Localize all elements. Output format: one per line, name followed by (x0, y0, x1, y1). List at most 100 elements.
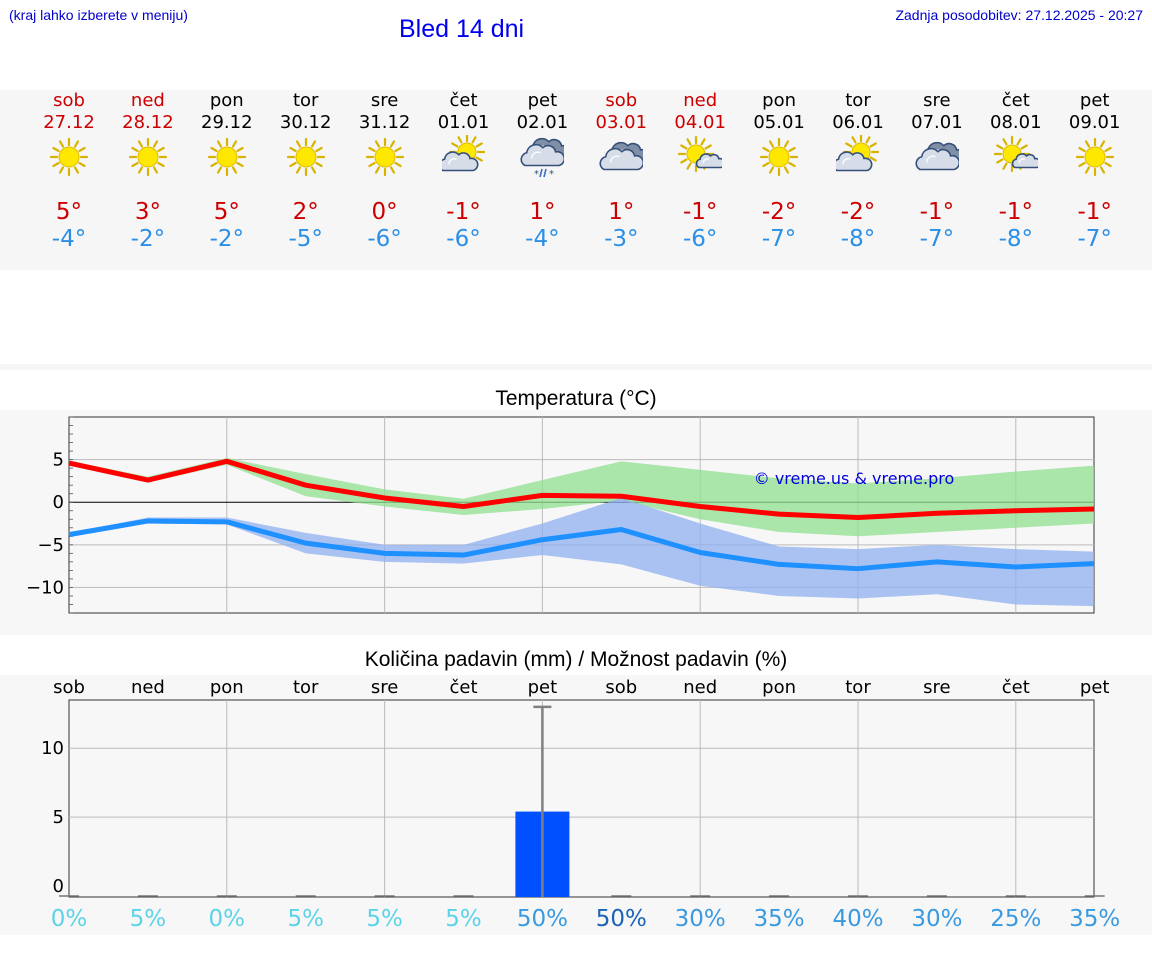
day-name: tor (292, 90, 319, 111)
min-temperature: -6° (682, 226, 718, 252)
precipitation-plot-area (68, 699, 1095, 898)
day-date: 08.01 (990, 112, 1042, 133)
menu-hint: (kraj lahko izberete v meniju) (9, 7, 188, 23)
max-temperature: -1° (446, 199, 481, 225)
day-name: ned (130, 90, 165, 111)
y-tick-label: 0 (53, 492, 64, 513)
precipitation-probability: 30% (675, 906, 726, 932)
min-temperature: -8° (998, 226, 1034, 252)
sun-icon (759, 137, 799, 177)
day-name: tor (845, 90, 871, 111)
y-tick-label: −10 (26, 577, 64, 598)
temperature-chart-title: Temperatura (°C) (495, 387, 657, 410)
day-date: 01.01 (437, 112, 490, 133)
precipitation-probability: 50% (596, 906, 647, 932)
day-name: pon (762, 90, 797, 111)
sun-icon (1075, 137, 1114, 177)
day-name: sre (923, 90, 951, 111)
y-tick-label: −5 (37, 535, 64, 556)
sun-small-cloud-icon (993, 135, 1038, 173)
max-temperature: 2° (292, 199, 319, 225)
precipitation-probability: 35% (754, 906, 805, 932)
precipitation-probability: 5% (366, 906, 403, 932)
day-date: 27.12 (43, 112, 95, 133)
y-tick-label: 5 (53, 807, 64, 828)
precipitation-probability: 5% (287, 906, 324, 932)
min-temperature: -2° (130, 226, 166, 252)
precipitation-probability: 35% (1069, 906, 1120, 932)
precipitation-probability: 40% (832, 906, 883, 932)
sun-small-cloud-icon (678, 135, 723, 173)
precipitation-probability: 25% (990, 906, 1041, 932)
min-temperature: -2° (209, 226, 245, 252)
max-temperature: 5° (213, 199, 240, 225)
y-tick-label: 5 (53, 450, 64, 471)
day-label: sob (605, 677, 637, 698)
max-temperature: 5° (55, 199, 83, 225)
day-label: ned (683, 677, 717, 698)
min-temperature: -5° (288, 226, 323, 252)
min-temperature: -8° (840, 226, 876, 252)
max-temperature-line (68, 458, 1095, 521)
day-date: 07.01 (911, 112, 963, 133)
day-date: 28.12 (122, 112, 174, 133)
min-temperature: -6° (367, 226, 402, 252)
precipitation-probability: 50% (517, 906, 568, 932)
svg-text:*: * (534, 169, 539, 179)
min-temperature: -4° (525, 226, 560, 252)
min-temperature: -7° (919, 226, 955, 252)
day-label: ned (131, 677, 165, 698)
day-date: 30.12 (279, 112, 332, 133)
precipitation-chart-panel: sob ned pon tor sre čet pet sob ned pon tor sre čet p… (0, 675, 1152, 935)
day-name: sre (370, 90, 399, 111)
day-name: pet (527, 90, 558, 111)
y-tick-label: 0 (53, 876, 64, 897)
day-name: pon (209, 90, 244, 111)
min-range-band (69, 497, 1094, 607)
min-temperature-line (68, 518, 1095, 572)
max-temperature: 0° (371, 199, 398, 225)
separator (0, 364, 1152, 370)
day-label: pon (210, 677, 244, 698)
svg-text:*: * (549, 169, 554, 179)
min-temperature: -6° (446, 226, 481, 252)
last-update: Zadnja posodobitev: 27.12.2025 - 20:27 (895, 7, 1143, 23)
forecast-strip: sob 27.12 5° -4° ned 28.12 3° -2° pon 29.12 5° -2° t… (0, 90, 1152, 270)
day-label: čet (1002, 677, 1030, 698)
max-temperature: -2° (761, 199, 797, 225)
max-temperature: -1° (682, 199, 718, 225)
watermark: © vreme.us & vreme.pro (754, 469, 955, 488)
max-temperature: -1° (998, 199, 1034, 225)
day-date: 04.01 (674, 112, 726, 133)
temperature-chart-panel: 5 0 −5 −10 © vreme.us & vreme.pro (0, 410, 1152, 635)
cloud-icon (599, 141, 644, 171)
max-temperature: -1° (1077, 199, 1112, 225)
day-date: 09.01 (1068, 112, 1121, 133)
precipitation-probability: 5% (130, 906, 167, 932)
day-date: 31.12 (358, 112, 411, 133)
day-name: ned (683, 90, 718, 111)
day-label: sre (371, 677, 398, 698)
sun-icon (365, 137, 404, 177)
precipitation-probability: 0% (209, 906, 246, 932)
day-name: čet (449, 90, 478, 111)
min-temperature: -7° (761, 226, 797, 252)
precipitation-probability: 30% (911, 906, 962, 932)
day-label: čet (449, 677, 477, 698)
precipitation-probability: 5% (445, 906, 482, 932)
day-date: 02.01 (516, 112, 569, 133)
sun-icon (49, 137, 89, 177)
max-temperature: 1° (608, 199, 635, 225)
max-temperature: -1° (919, 199, 955, 225)
precipitation-chart: sob ned pon tor sre čet pet sob ned pon tor sre čet p… (41, 677, 1120, 932)
day-label: tor (293, 677, 319, 698)
sun-icon (207, 137, 246, 177)
day-label: pet (1080, 677, 1110, 698)
day-date: 03.01 (595, 112, 648, 133)
day-label: sob (53, 677, 85, 698)
max-temperature: 3° (134, 199, 161, 225)
day-name: sob (53, 90, 85, 111)
sun-icon (286, 137, 325, 177)
max-temperature: -2° (840, 199, 876, 225)
day-name: čet (1001, 90, 1030, 111)
